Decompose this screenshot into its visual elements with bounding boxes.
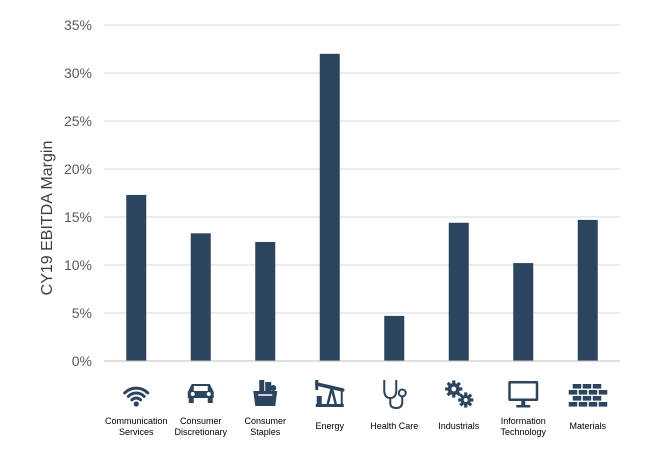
bricks-icon: [568, 384, 608, 407]
y-tick-label: 0%: [72, 353, 92, 369]
x-tick-label: Technology: [500, 427, 546, 437]
bar-grocery-bag: [255, 241, 276, 361]
x-tick-label: Consumer: [180, 416, 222, 426]
oil-pump-icon: [315, 380, 345, 407]
x-tick-label: Health Care: [370, 421, 418, 431]
y-tick-label: 20%: [64, 161, 92, 177]
x-tick-label: Information: [501, 416, 546, 426]
x-tick-label: Energy: [315, 421, 344, 431]
category-icons: [123, 380, 608, 410]
bars: [126, 53, 598, 362]
x-tick-label: Materials: [569, 421, 606, 431]
stethoscope-icon: [383, 380, 407, 410]
x-tick-label: Services: [119, 427, 154, 437]
category-labels: CommunicationServicesConsumerDiscretiona…: [105, 416, 607, 437]
gridlines: [104, 24, 620, 314]
y-tick-label: 30%: [64, 65, 92, 81]
bar-wifi: [126, 194, 147, 361]
x-tick-label: Communication: [105, 416, 168, 426]
bar-oil-pump: [319, 53, 340, 362]
bar-monitor: [513, 263, 534, 361]
x-tick-label: Consumer: [244, 416, 286, 426]
x-tick-label: Discretionary: [174, 427, 227, 437]
x-tick-label: Industrials: [438, 421, 480, 431]
bar-bricks: [577, 219, 598, 361]
wifi-icon: [123, 386, 150, 407]
y-tick-label: 25%: [64, 113, 92, 129]
y-axis-ticks: 0% 5% 10% 15% 20% 25% 30% 35%: [64, 17, 92, 369]
y-tick-label: 5%: [72, 305, 92, 321]
monitor-icon: [508, 381, 539, 408]
bar-stethoscope: [384, 315, 405, 361]
grocery-bag-icon: [253, 380, 278, 406]
bar-car: [190, 233, 211, 361]
y-tick-label: 15%: [64, 209, 92, 225]
car-icon: [187, 384, 214, 403]
bar-gears: [448, 222, 469, 361]
y-tick-label: 10%: [64, 257, 92, 273]
y-axis-label: CY19 EBITDA Margin: [39, 141, 56, 296]
x-tick-label: Staples: [250, 427, 281, 437]
gears-icon: [445, 380, 474, 408]
y-tick-label: 35%: [64, 17, 92, 33]
